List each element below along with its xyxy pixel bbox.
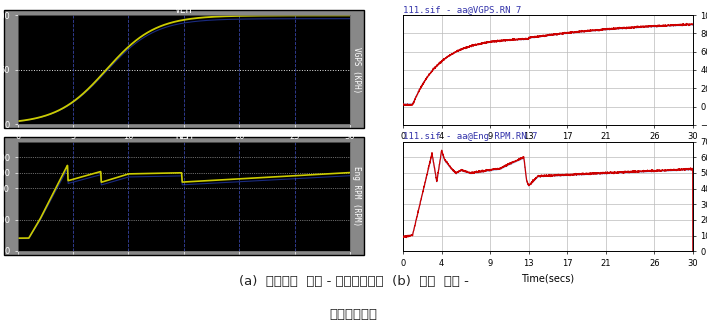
Text: 111.sif - aa@Eng RPM.RN 7: 111.sif - aa@Eng RPM.RN 7 [403,132,537,141]
Title: RPM: RPM [175,131,192,141]
Text: 최고속도시험: 최고속도시험 [329,308,378,321]
Text: 111.sif - aa@VGPS.RN 7: 111.sif - aa@VGPS.RN 7 [403,5,521,14]
Y-axis label: Eng RPM (RPM): Eng RPM (RPM) [352,166,361,226]
X-axis label: Time(secs): Time(secs) [521,273,575,283]
Y-axis label: VGPS (KPH): VGPS (KPH) [352,47,361,93]
Text: (a)  통합해석  결과 - 최고속도시험  (b)  시험  결과 -: (a) 통합해석 결과 - 최고속도시험 (b) 시험 결과 - [238,275,469,288]
Title: VEH: VEH [175,5,192,15]
